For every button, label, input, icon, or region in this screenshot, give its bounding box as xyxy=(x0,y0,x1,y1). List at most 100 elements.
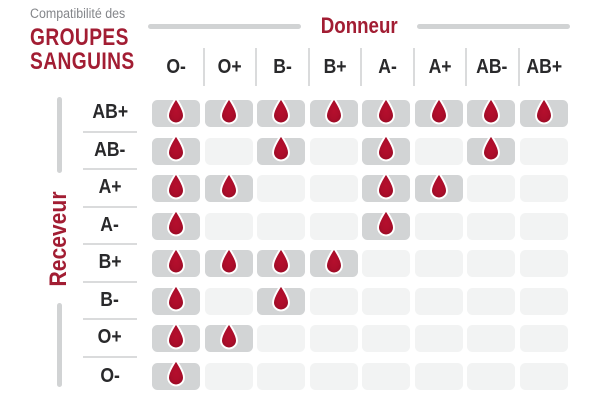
blood-drop-icon xyxy=(534,97,553,125)
compatibility-cell-a--from-o+ xyxy=(203,208,256,246)
donor-header-o-: O- xyxy=(150,48,203,86)
donor-header-label: O+ xyxy=(217,55,242,78)
donor-header-label: A+ xyxy=(428,55,452,78)
compatibility-cell-b--from-a+ xyxy=(413,283,466,321)
donor-axis-line-left xyxy=(148,23,301,29)
donor-header-o+: O+ xyxy=(202,48,256,86)
compatibility-cell-a--from-o- xyxy=(150,208,203,246)
incompatible-cell-pill xyxy=(257,325,306,353)
blood-drop-icon xyxy=(272,284,291,312)
compatibility-cell-o+-from-ab- xyxy=(465,320,518,358)
incompatible-cell-pill xyxy=(257,362,306,390)
compatibility-cell-o--from-a+ xyxy=(413,358,466,396)
incompatible-cell-pill xyxy=(519,175,568,203)
blood-drop-icon xyxy=(219,97,238,125)
incompatible-cell-pill xyxy=(414,137,463,165)
receiver-label-text: B- xyxy=(100,288,120,311)
compatibility-grid xyxy=(150,95,570,395)
compatibility-cell-ab+-from-a- xyxy=(360,95,413,133)
compatibility-cell-a--from-b- xyxy=(255,208,308,246)
compatibility-cell-ab--from-b+ xyxy=(308,133,361,171)
compatibility-cell-ab+-from-ab+ xyxy=(518,95,571,133)
title-subtext: Compatibilité des xyxy=(30,6,126,21)
compatibility-cell-ab+-from-a+ xyxy=(413,95,466,133)
compatible-cell-pill xyxy=(257,134,306,165)
incompatible-cell-pill xyxy=(362,250,411,278)
incompatible-cell-pill xyxy=(204,287,253,315)
incompatible-cell-pill xyxy=(362,325,411,353)
donor-axis: Donneur xyxy=(148,14,571,38)
compatibility-cell-b--from-o- xyxy=(150,283,203,321)
donor-header-a-: A- xyxy=(360,48,413,86)
blood-drop-icon xyxy=(377,172,396,200)
receiver-label-text: A- xyxy=(100,213,120,236)
compatibility-cell-o+-from-ab+ xyxy=(518,320,571,358)
compatible-cell-pill xyxy=(152,209,201,240)
compatible-cell-pill xyxy=(204,97,253,128)
compatible-cell-pill xyxy=(152,247,201,278)
blood-drop-icon xyxy=(377,97,396,125)
receiver-label-ab-: AB- xyxy=(83,133,137,170)
blood-drop-icon xyxy=(219,247,238,275)
compatibility-cell-b--from-ab- xyxy=(465,283,518,321)
compatible-cell-pill xyxy=(414,172,463,203)
compatibility-cell-a+-from-ab+ xyxy=(518,170,571,208)
blood-drop-icon xyxy=(482,97,501,125)
incompatible-cell-pill xyxy=(362,287,411,315)
receiver-label-column: AB+ AB- A+ A- B+ B- O+ O- xyxy=(83,95,137,395)
compatible-cell-pill xyxy=(519,97,568,128)
compatible-cell-pill xyxy=(467,134,516,165)
compatible-cell-pill xyxy=(204,322,253,353)
incompatible-cell-pill xyxy=(414,212,463,240)
receiver-label-b+: B+ xyxy=(83,245,137,283)
receiver-label-ab+: AB+ xyxy=(83,95,137,133)
incompatible-cell-pill xyxy=(414,325,463,353)
donor-header-label: A- xyxy=(377,55,397,78)
donor-header-label: B- xyxy=(272,55,292,78)
incompatible-cell-pill xyxy=(467,287,516,315)
receiver-label-text: O+ xyxy=(98,326,122,349)
compatible-cell-pill xyxy=(362,172,411,203)
incompatible-cell-pill xyxy=(467,175,516,203)
chart-title: Compatibilité des GROUPES SANGUINS xyxy=(30,7,161,74)
compatibility-cell-b+-from-a- xyxy=(360,245,413,283)
compatibility-cell-ab+-from-o- xyxy=(150,95,203,133)
compatibility-cell-ab+-from-b+ xyxy=(308,95,361,133)
compatibility-cell-a--from-a+ xyxy=(413,208,466,246)
compatibility-cell-a+-from-a+ xyxy=(413,170,466,208)
compatibility-cell-o+-from-o- xyxy=(150,320,203,358)
compatibility-cell-a+-from-a- xyxy=(360,170,413,208)
receiver-label-text: A+ xyxy=(98,176,122,199)
compatibility-cell-b--from-b+ xyxy=(308,283,361,321)
receiver-label-text: O- xyxy=(100,364,120,387)
title-sanguins: SANGUINS xyxy=(30,47,135,75)
compatibility-cell-ab+-from-o+ xyxy=(203,95,256,133)
receiver-label-a+: A+ xyxy=(83,170,137,208)
donor-header-label: B+ xyxy=(323,55,347,78)
compatibility-cell-o+-from-b+ xyxy=(308,320,361,358)
incompatible-cell-pill xyxy=(309,325,358,353)
incompatible-cell-pill xyxy=(257,175,306,203)
blood-drop-icon xyxy=(272,134,291,162)
compatible-cell-pill xyxy=(152,322,201,353)
incompatible-cell-pill xyxy=(519,325,568,353)
receiver-label-text: AB+ xyxy=(92,101,128,124)
compatible-cell-pill xyxy=(152,172,201,203)
compatibility-cell-o--from-ab- xyxy=(465,358,518,396)
compatible-cell-pill xyxy=(362,209,411,240)
incompatible-cell-pill xyxy=(519,212,568,240)
incompatible-cell-pill xyxy=(519,137,568,165)
compatibility-cell-b--from-a- xyxy=(360,283,413,321)
compatibility-cell-ab--from-b- xyxy=(255,133,308,171)
incompatible-cell-pill xyxy=(467,212,516,240)
compatible-cell-pill xyxy=(362,134,411,165)
compatible-cell-pill xyxy=(257,284,306,315)
incompatible-cell-pill xyxy=(467,325,516,353)
incompatible-cell-pill xyxy=(414,250,463,278)
blood-drop-icon xyxy=(219,172,238,200)
incompatible-cell-pill xyxy=(414,362,463,390)
compatibility-cell-b+-from-ab+ xyxy=(518,245,571,283)
receiver-label-o-: O- xyxy=(83,358,137,396)
compatibility-cell-a+-from-b+ xyxy=(308,170,361,208)
